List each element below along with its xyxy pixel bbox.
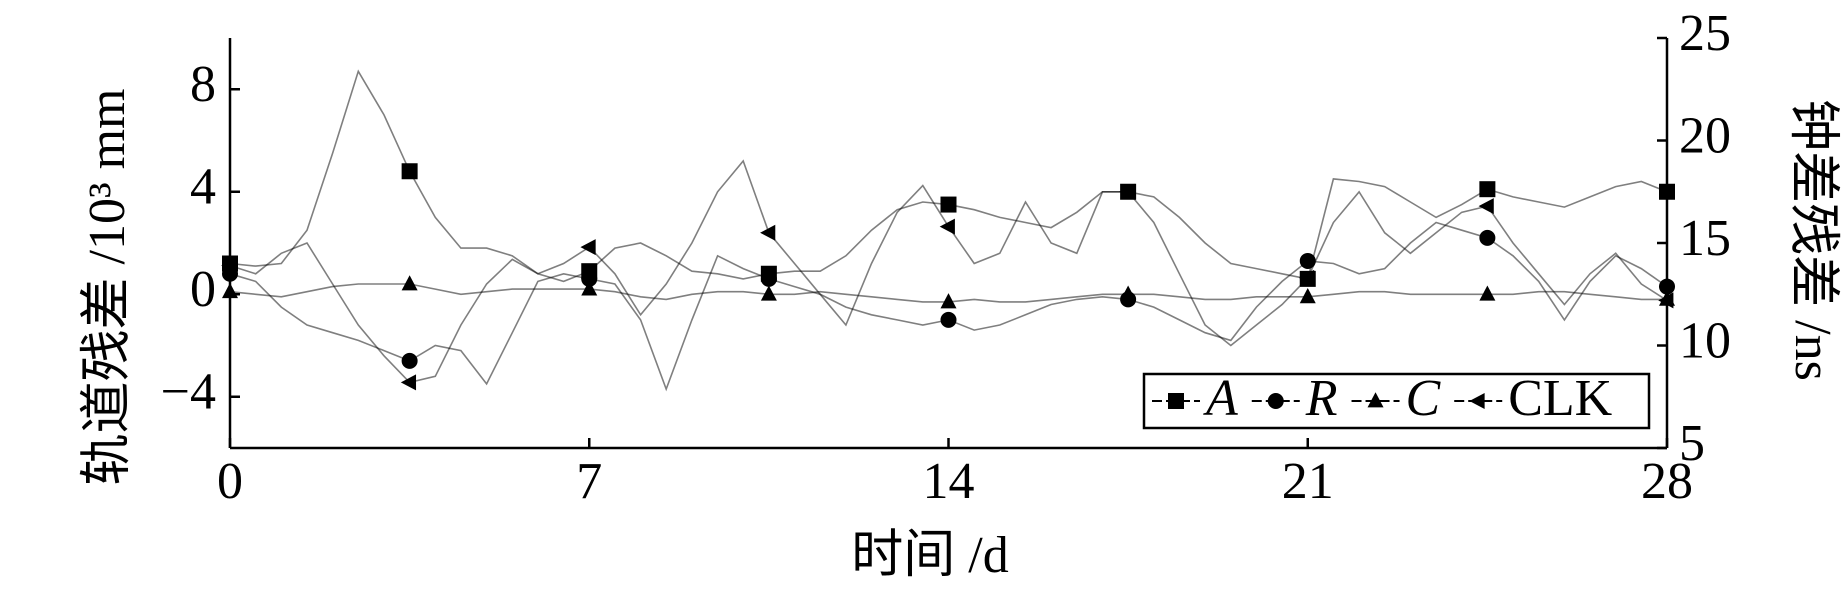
marker (1478, 198, 1494, 215)
marker (940, 196, 957, 213)
legend-marker (1168, 393, 1184, 409)
legend-marker (1469, 393, 1485, 409)
y-tick-label: −4 (161, 364, 216, 421)
x-tick-label: 7 (576, 453, 602, 510)
marker (939, 218, 955, 235)
series-line (229, 159, 1668, 384)
marker (1479, 285, 1496, 301)
marker (401, 352, 418, 369)
legend-label: A (1203, 370, 1238, 427)
marker (1120, 285, 1137, 301)
legend-label: C (1406, 370, 1442, 427)
x-tick-label: 28 (1641, 453, 1693, 510)
y2-tick-label: 20 (1679, 107, 1731, 164)
x-tick-label: 0 (217, 453, 243, 510)
marker (1479, 181, 1496, 198)
y-tick-label: 4 (190, 159, 216, 216)
y2-tick-label: 5 (1679, 415, 1705, 472)
y-tick-label: 8 (190, 56, 216, 113)
x-tick-label: 21 (1282, 453, 1334, 510)
legend-marker (1267, 393, 1284, 409)
marker (1119, 183, 1135, 200)
marker (1299, 288, 1316, 304)
marker (400, 374, 417, 391)
y2-tick-label: 25 (1679, 5, 1731, 62)
marker (940, 311, 957, 328)
marker (760, 270, 777, 287)
x-tick-label: 14 (923, 453, 975, 510)
y2-axis-label: 钟差残差 /ns (1784, 99, 1841, 381)
marker (1479, 229, 1496, 246)
y2-tick-label: 15 (1679, 210, 1731, 267)
marker (1298, 269, 1315, 286)
marker (401, 163, 418, 180)
y-tick-label: 0 (190, 261, 216, 318)
legend-marker (1367, 392, 1384, 408)
marker (401, 275, 418, 291)
legend-label: R (1305, 370, 1338, 427)
marker (581, 280, 598, 296)
marker (580, 239, 596, 256)
legend-label: CLK (1508, 370, 1612, 427)
y2-tick-label: 10 (1679, 312, 1731, 369)
y-axis-label: 轨道残差 /10³ mm (79, 89, 136, 486)
marker (581, 270, 598, 287)
marker (1299, 252, 1316, 269)
marker (760, 224, 776, 241)
series-line (229, 69, 1668, 283)
marker (760, 285, 777, 301)
marker (940, 293, 957, 309)
x-axis-label: 时间 /d (851, 527, 1008, 584)
